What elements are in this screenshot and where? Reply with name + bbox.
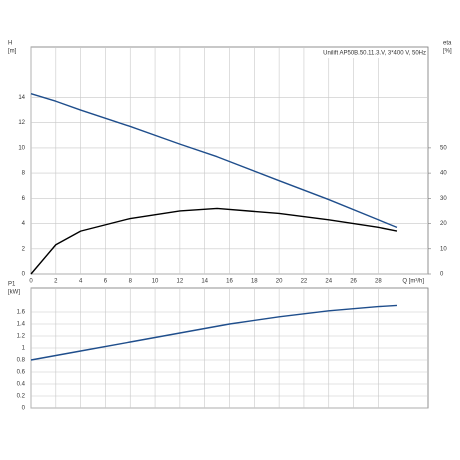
y-axis-label: H (8, 41, 12, 47)
y-tick-label: 14 (18, 95, 25, 101)
x-tick-label: 10 (152, 279, 159, 285)
x-tick-label: 28 (375, 279, 382, 285)
y-tick-label: 2 (22, 246, 26, 252)
y2-tick-label: 10 (440, 246, 447, 252)
y2-tick-label: 0 (440, 272, 444, 278)
chart-title: Unilift AP50B.50.11.3.V, 3*400 V, 50Hz (323, 51, 426, 57)
x-axis-label: Q [m³/h] (402, 279, 424, 285)
title-box (318, 48, 427, 58)
y-tick-label: 0.8 (17, 358, 26, 364)
y-tick-label: 1.6 (17, 310, 26, 316)
y2-axis-unit: [%] (443, 49, 452, 55)
x-tick-label: 14 (201, 279, 208, 285)
x-tick-label: 16 (226, 279, 233, 285)
x-tick-label: 8 (129, 279, 133, 285)
x-tick-label: 6 (104, 279, 108, 285)
x-tick-label: 26 (350, 279, 357, 285)
series-line (30, 304, 398, 361)
x-tick-label: 22 (301, 279, 308, 285)
y-tick-label: 0.6 (17, 370, 26, 376)
x-tick-label: 18 (251, 279, 258, 285)
y-tick-label: 1 (22, 346, 26, 352)
y-axis-unit: [m] (8, 49, 17, 55)
x-tick-label: 4 (79, 279, 83, 285)
y2-tick-label: 40 (440, 171, 447, 177)
y-tick-label: 0.4 (17, 382, 26, 388)
y-tick-label: 0.2 (17, 394, 26, 400)
x-tick-label: 0 (29, 279, 33, 285)
y-tick-label: 0 (22, 406, 26, 412)
series-line (30, 92, 398, 228)
y2-tick-label: 20 (440, 221, 447, 227)
y2-tick-label: 50 (440, 145, 447, 151)
y2-tick-label: 30 (440, 196, 447, 202)
y-tick-label: 1.4 (17, 322, 26, 328)
x-tick-label: 2 (54, 279, 58, 285)
x-tick-label: 20 (276, 279, 283, 285)
y-tick-label: 6 (22, 196, 26, 202)
y-tick-label: 10 (18, 145, 25, 151)
series-line (30, 207, 398, 275)
y-tick-label: 12 (18, 120, 25, 126)
y-tick-label: 1.2 (17, 334, 26, 340)
x-tick-label: 12 (177, 279, 184, 285)
x-tick-label: 24 (325, 279, 332, 285)
y-axis-unit: [kW] (8, 290, 20, 296)
y-tick-label: 8 (22, 171, 26, 177)
y2-axis-label: eta (443, 41, 452, 47)
y-tick-label: 0 (22, 272, 26, 278)
y-tick-label: 4 (22, 221, 26, 227)
y-axis-label: P1 (8, 282, 16, 288)
